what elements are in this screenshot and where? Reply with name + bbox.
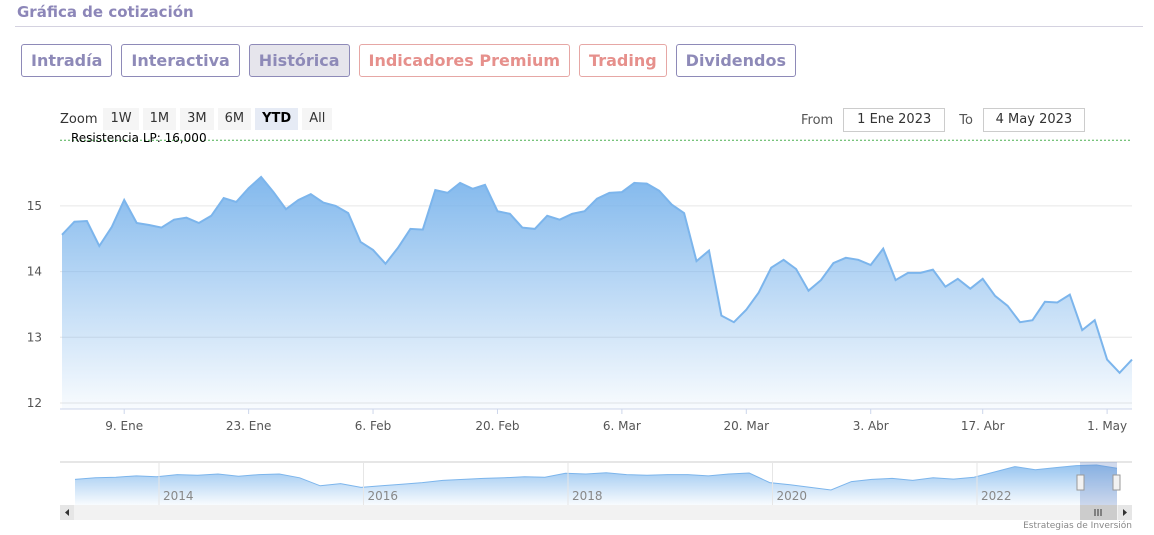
tab-dividendos[interactable]: Dividendos xyxy=(675,44,796,77)
arrow-left-icon xyxy=(65,509,69,516)
arrow-right-icon xyxy=(1123,509,1127,516)
zoom-1m-button[interactable]: 1M xyxy=(142,108,177,130)
from-date-input[interactable]: 1 Ene 2023 xyxy=(843,108,946,132)
price-line xyxy=(61,175,1133,375)
tab-trading[interactable]: Trading xyxy=(579,44,667,77)
date-range: From 1 Ene 2023 To 4 May 2023 xyxy=(801,108,1085,132)
y-tick-label: 14 xyxy=(27,265,42,279)
navigator-tick-label: 2022 xyxy=(981,489,1012,503)
navigator-mask xyxy=(1080,462,1117,505)
x-tick-label: 17. Abr xyxy=(961,419,1005,433)
zoom-6m-button[interactable]: 6M xyxy=(217,108,252,130)
tab-interactiva[interactable]: Interactiva xyxy=(121,44,240,77)
navigator-tick-label: 2018 xyxy=(572,489,603,503)
scrollbar-grip-icon xyxy=(1094,509,1102,516)
x-tick-label: 1. May xyxy=(1087,419,1127,433)
chart-tabs: Intradía Interactiva Histórica Indicador… xyxy=(21,44,796,77)
y-tick-label: 15 xyxy=(27,199,42,213)
x-tick-label: 6. Feb xyxy=(355,419,392,433)
tab-intradia[interactable]: Intradía xyxy=(21,44,113,77)
y-tick-label: 12 xyxy=(27,396,42,410)
x-tick-label: 23. Ene xyxy=(226,419,271,433)
navigator-area xyxy=(75,465,1117,505)
to-date-input[interactable]: 4 May 2023 xyxy=(982,108,1085,132)
zoom-label: Zoom xyxy=(60,111,98,127)
zoom-all-button[interactable]: All xyxy=(302,108,333,130)
navigator-handle[interactable] xyxy=(1076,474,1085,491)
credits-link[interactable]: Estrategias de Inversión xyxy=(1023,521,1132,531)
y-tick-label: 13 xyxy=(27,330,42,344)
x-tick-label: 20. Feb xyxy=(475,419,519,433)
to-label: To xyxy=(959,112,973,128)
x-tick-label: 6. Mar xyxy=(603,419,641,433)
zoom-selector: Zoom 1W 1M 3M 6M YTD All xyxy=(60,108,333,130)
navigator-tick-label: 2014 xyxy=(163,489,194,503)
navigator-tick-label: 2020 xyxy=(777,489,808,503)
plotline-label: Resistencia LP: 16,000 xyxy=(71,131,207,145)
x-tick-label: 3. Abr xyxy=(853,419,889,433)
tab-indicadores-premium[interactable]: Indicadores Premium xyxy=(358,44,571,77)
x-tick-label: 9. Ene xyxy=(105,419,143,433)
zoom-ytd-button[interactable]: YTD xyxy=(255,108,299,130)
tab-historica[interactable]: Histórica xyxy=(248,44,350,77)
zoom-3m-button[interactable]: 3M xyxy=(180,108,214,130)
x-tick-label: 20. Mar xyxy=(724,419,770,433)
scrollbar-track[interactable] xyxy=(60,505,1132,520)
navigator-line xyxy=(74,464,1118,491)
divider xyxy=(15,26,1143,27)
zoom-1w-button[interactable]: 1W xyxy=(103,108,139,130)
from-label: From xyxy=(801,112,834,128)
navigator-handle[interactable] xyxy=(1112,474,1121,491)
navigator-tick-label: 2016 xyxy=(368,489,399,503)
price-area xyxy=(62,177,1132,409)
page-title: Gráfica de cotización xyxy=(17,3,194,21)
